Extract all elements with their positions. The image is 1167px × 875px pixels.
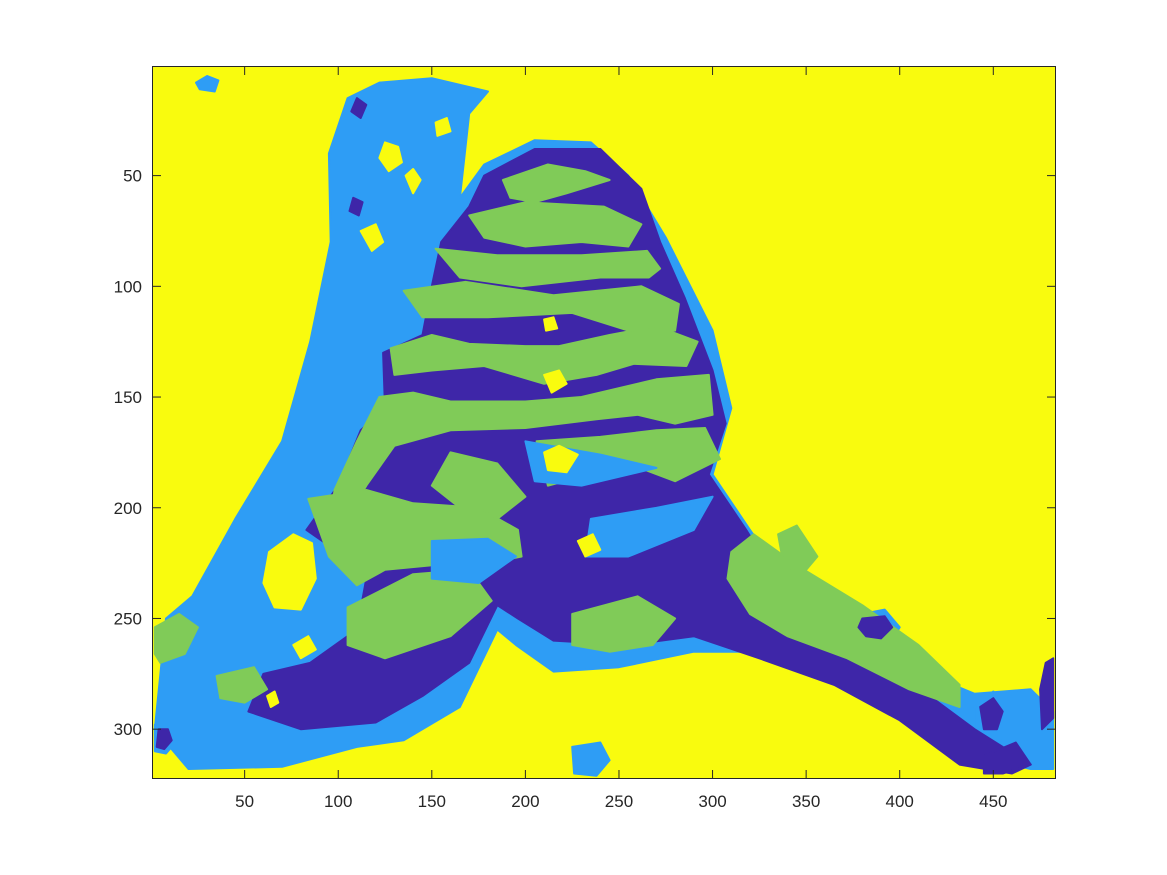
heatmap-region-green (434, 247, 662, 288)
heatmap-region-yellow (543, 316, 559, 332)
heatmap-region-green (215, 666, 269, 704)
heatmap-region-green (571, 595, 677, 653)
x-tick-label: 150 (418, 792, 446, 811)
y-tick-label: 150 (114, 388, 142, 407)
heatmap-region-green (402, 280, 680, 332)
y-tick-label: 250 (114, 609, 142, 628)
heatmap-region-green (346, 568, 493, 660)
x-tick-label: 400 (886, 792, 914, 811)
heatmap-region-yellow (543, 444, 579, 474)
heatmap-region-yellow (292, 635, 317, 660)
y-tick-label: 100 (114, 277, 142, 296)
axis-ticks: 50 100 150 200 250 300 350 400 450 50 100 150 200 250… (114, 66, 1056, 811)
heatmap-region-green (153, 613, 199, 664)
heatmap-region-dark (348, 196, 364, 217)
x-tick-label: 50 (235, 792, 254, 811)
heatmap-region-dark (350, 97, 368, 119)
y-tick-label: 300 (114, 720, 142, 739)
heatmap-region-dark (979, 697, 1004, 731)
heatmap-region-green (777, 524, 819, 576)
heatmap-region-yellow (576, 533, 602, 558)
heatmap-region-yellow (266, 690, 280, 708)
heatmap-region-dark (982, 741, 1032, 775)
heatmap-region-yellow (434, 117, 452, 137)
heatmap-regions (153, 75, 1055, 777)
x-tick-label: 200 (511, 792, 539, 811)
heatmap-region-dark (857, 615, 894, 640)
heatmap-region-yellow (404, 168, 422, 195)
heatmap-region-green (389, 325, 699, 385)
x-tick-label: 250 (605, 792, 633, 811)
axes-frame (152, 66, 1056, 779)
x-tick-label: 450 (979, 792, 1007, 811)
heatmap-region-yellow (543, 369, 568, 394)
heatmap-region-dark (155, 728, 173, 751)
heatmap-region-outer (430, 537, 517, 584)
heatmap-region-green (501, 163, 611, 204)
heatmap-region-green (468, 201, 643, 248)
heatmap-region-yellow (262, 533, 317, 611)
heatmap-region-dark (1039, 657, 1055, 731)
x-tick-label: 100 (324, 792, 352, 811)
y-tick-label: 50 (123, 167, 142, 186)
x-tick-label: 350 (792, 792, 820, 811)
x-tick-label: 300 (698, 792, 726, 811)
heatmap-region-yellow (359, 223, 385, 252)
heatmap-region-outer (195, 75, 220, 93)
heatmap-region-yellow (378, 141, 403, 173)
y-tick-label: 200 (114, 499, 142, 518)
heatmap-region-outer (571, 741, 611, 777)
